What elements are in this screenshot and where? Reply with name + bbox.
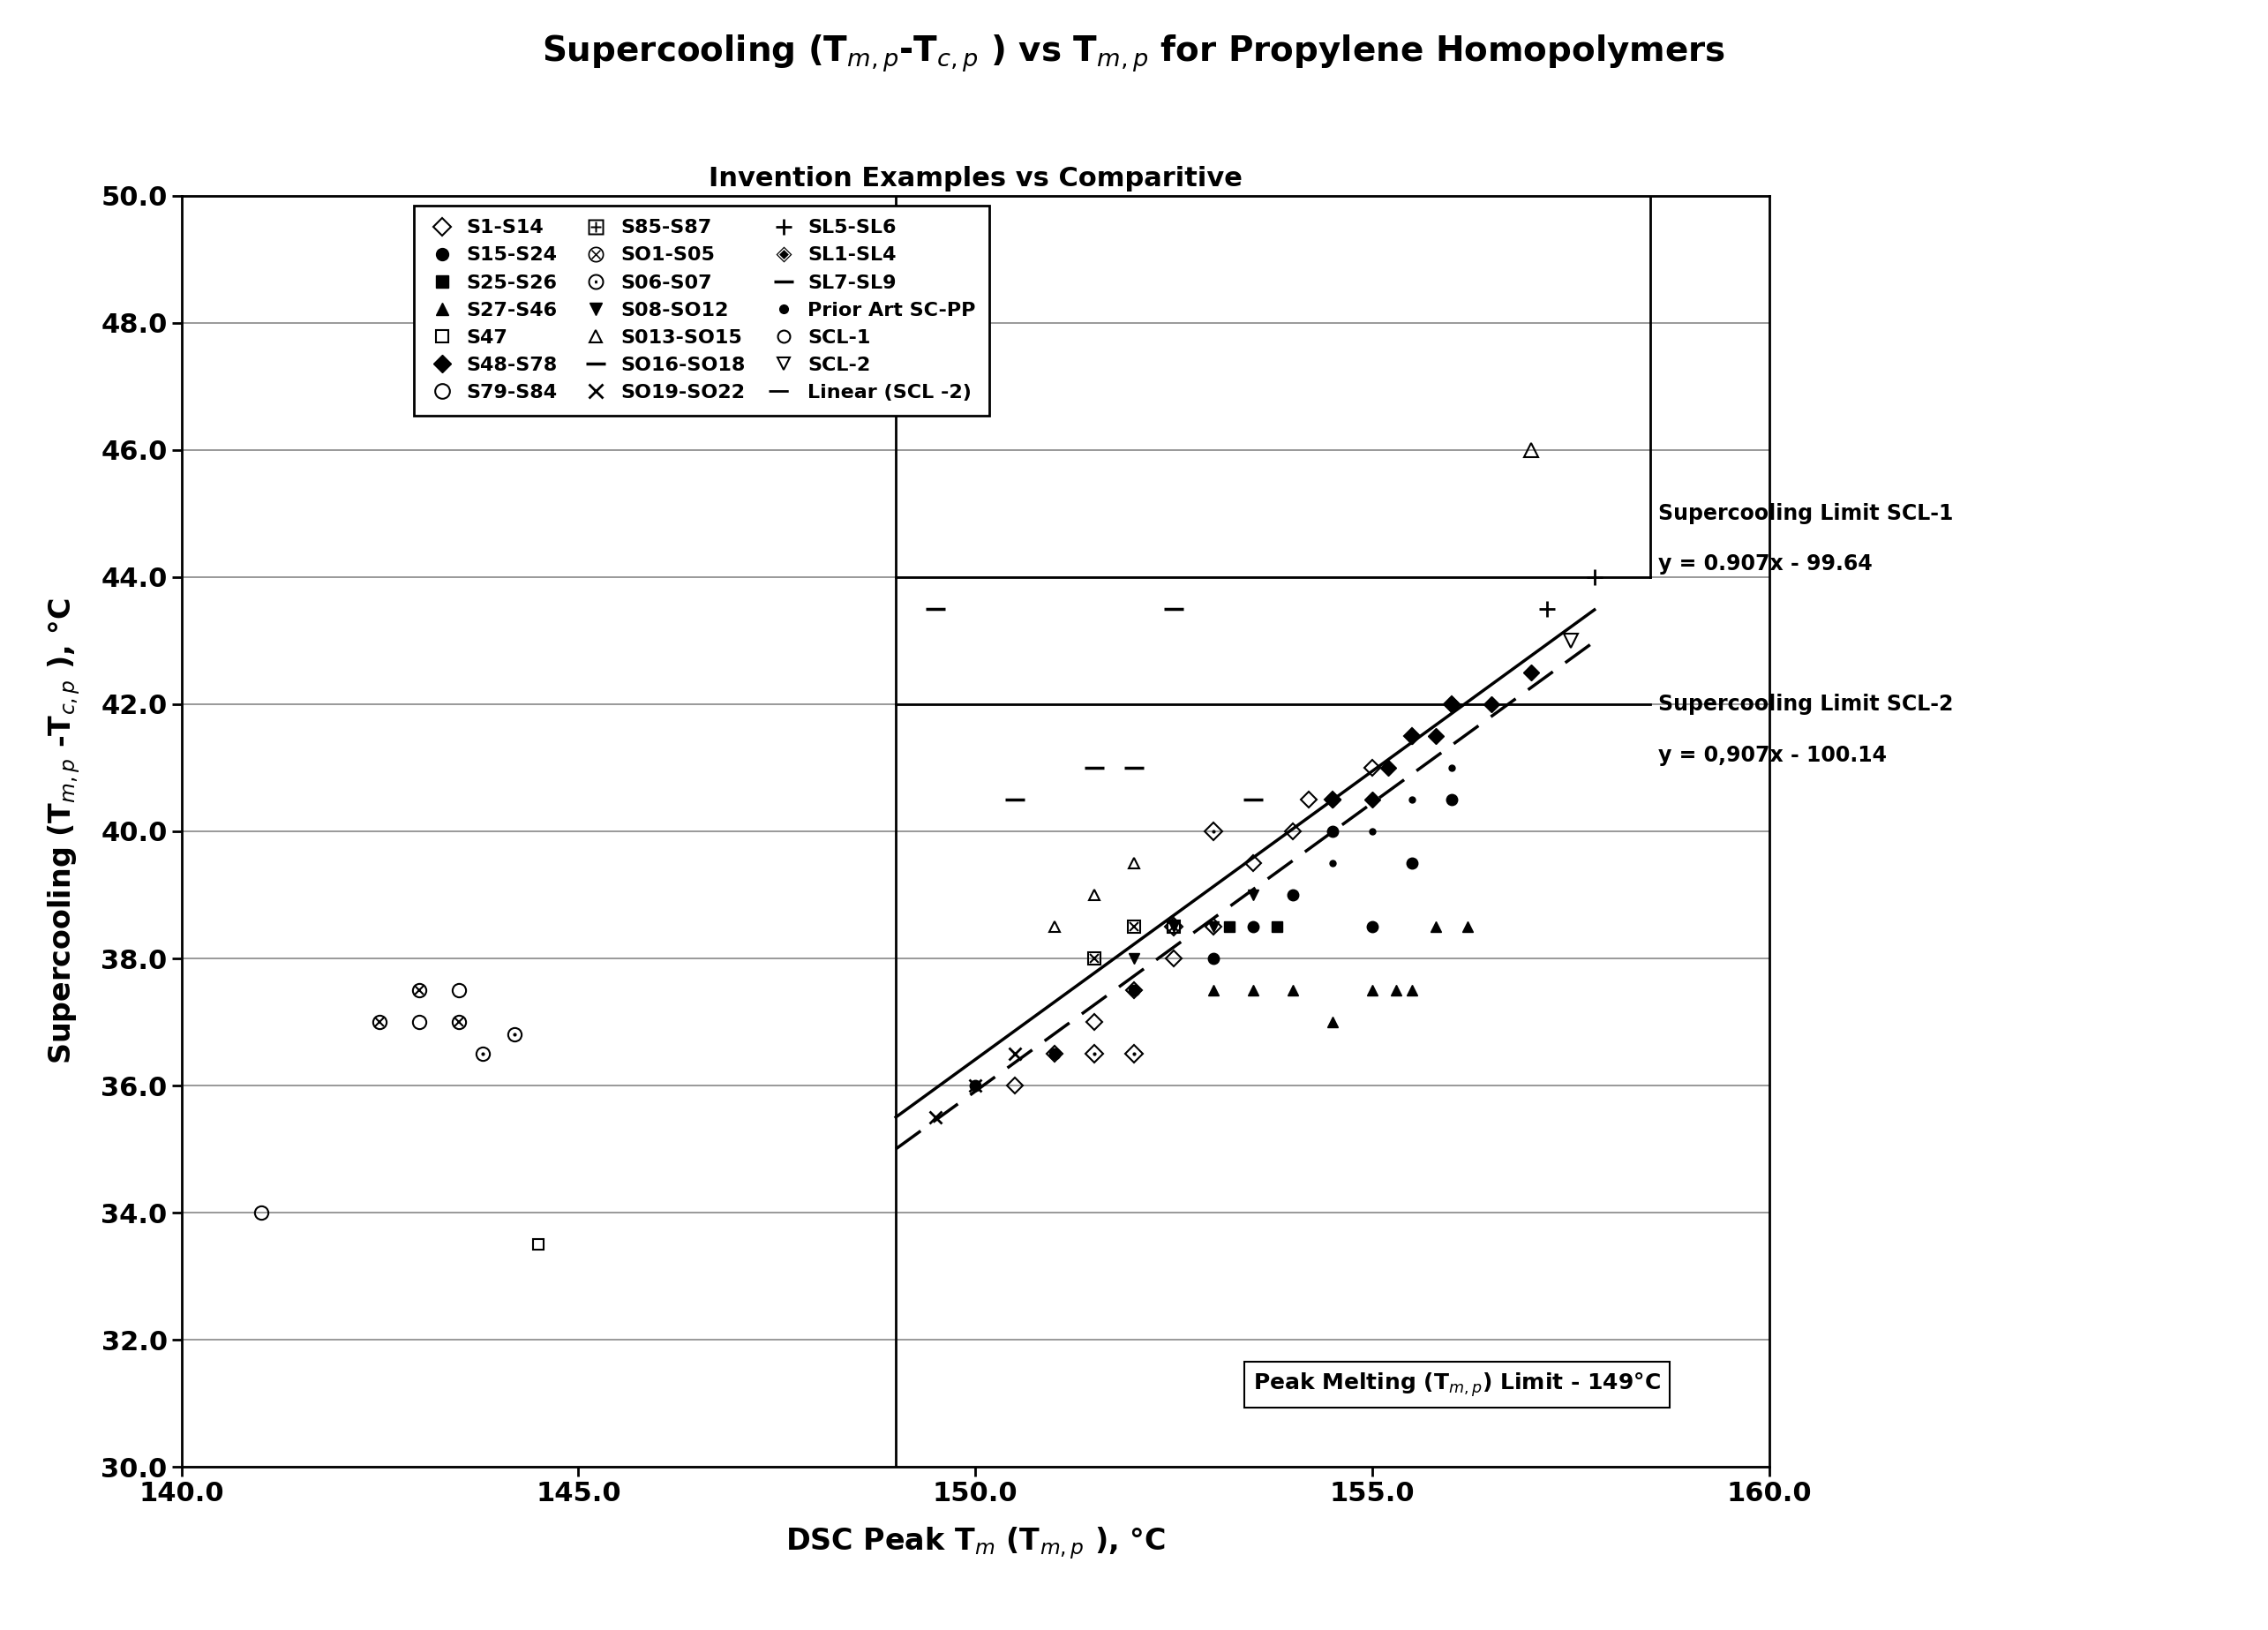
Title: Invention Examples vs Comparitive: Invention Examples vs Comparitive [708,166,1243,191]
Text: Supercooling Limit SCL-2: Supercooling Limit SCL-2 [1658,694,1953,714]
Y-axis label: Supercooling (T$_{m,p}$ -T$_{c,p}$ ), °C: Supercooling (T$_{m,p}$ -T$_{c,p}$ ), °C [45,598,82,1064]
Text: y = 0.907x - 99.64: y = 0.907x - 99.64 [1658,554,1871,575]
X-axis label: DSC Peak T$_m$ (T$_{m,p}$ ), °C: DSC Peak T$_m$ (T$_{m,p}$ ), °C [785,1526,1166,1562]
Text: Supercooling Limit SCL-1: Supercooling Limit SCL-1 [1658,504,1953,523]
Text: Peak Melting (T$_{m,p}$) Limit - 149°C: Peak Melting (T$_{m,p}$) Limit - 149°C [1254,1371,1660,1399]
Text: Supercooling (T$_{m,p}$-T$_{c,p}$ ) vs T$_{m,p}$ for Propylene Homopolymers: Supercooling (T$_{m,p}$-T$_{c,p}$ ) vs T… [542,33,1726,73]
Text: y = 0,907x - 100.14: y = 0,907x - 100.14 [1658,745,1887,766]
Legend: S1-S14, S15-S24, S25-S26, S27-S46, S47, S48-S78, S79-S84, S85-S87, SO1-S05, S06-: S1-S14, S15-S24, S25-S26, S27-S46, S47, … [413,205,989,416]
